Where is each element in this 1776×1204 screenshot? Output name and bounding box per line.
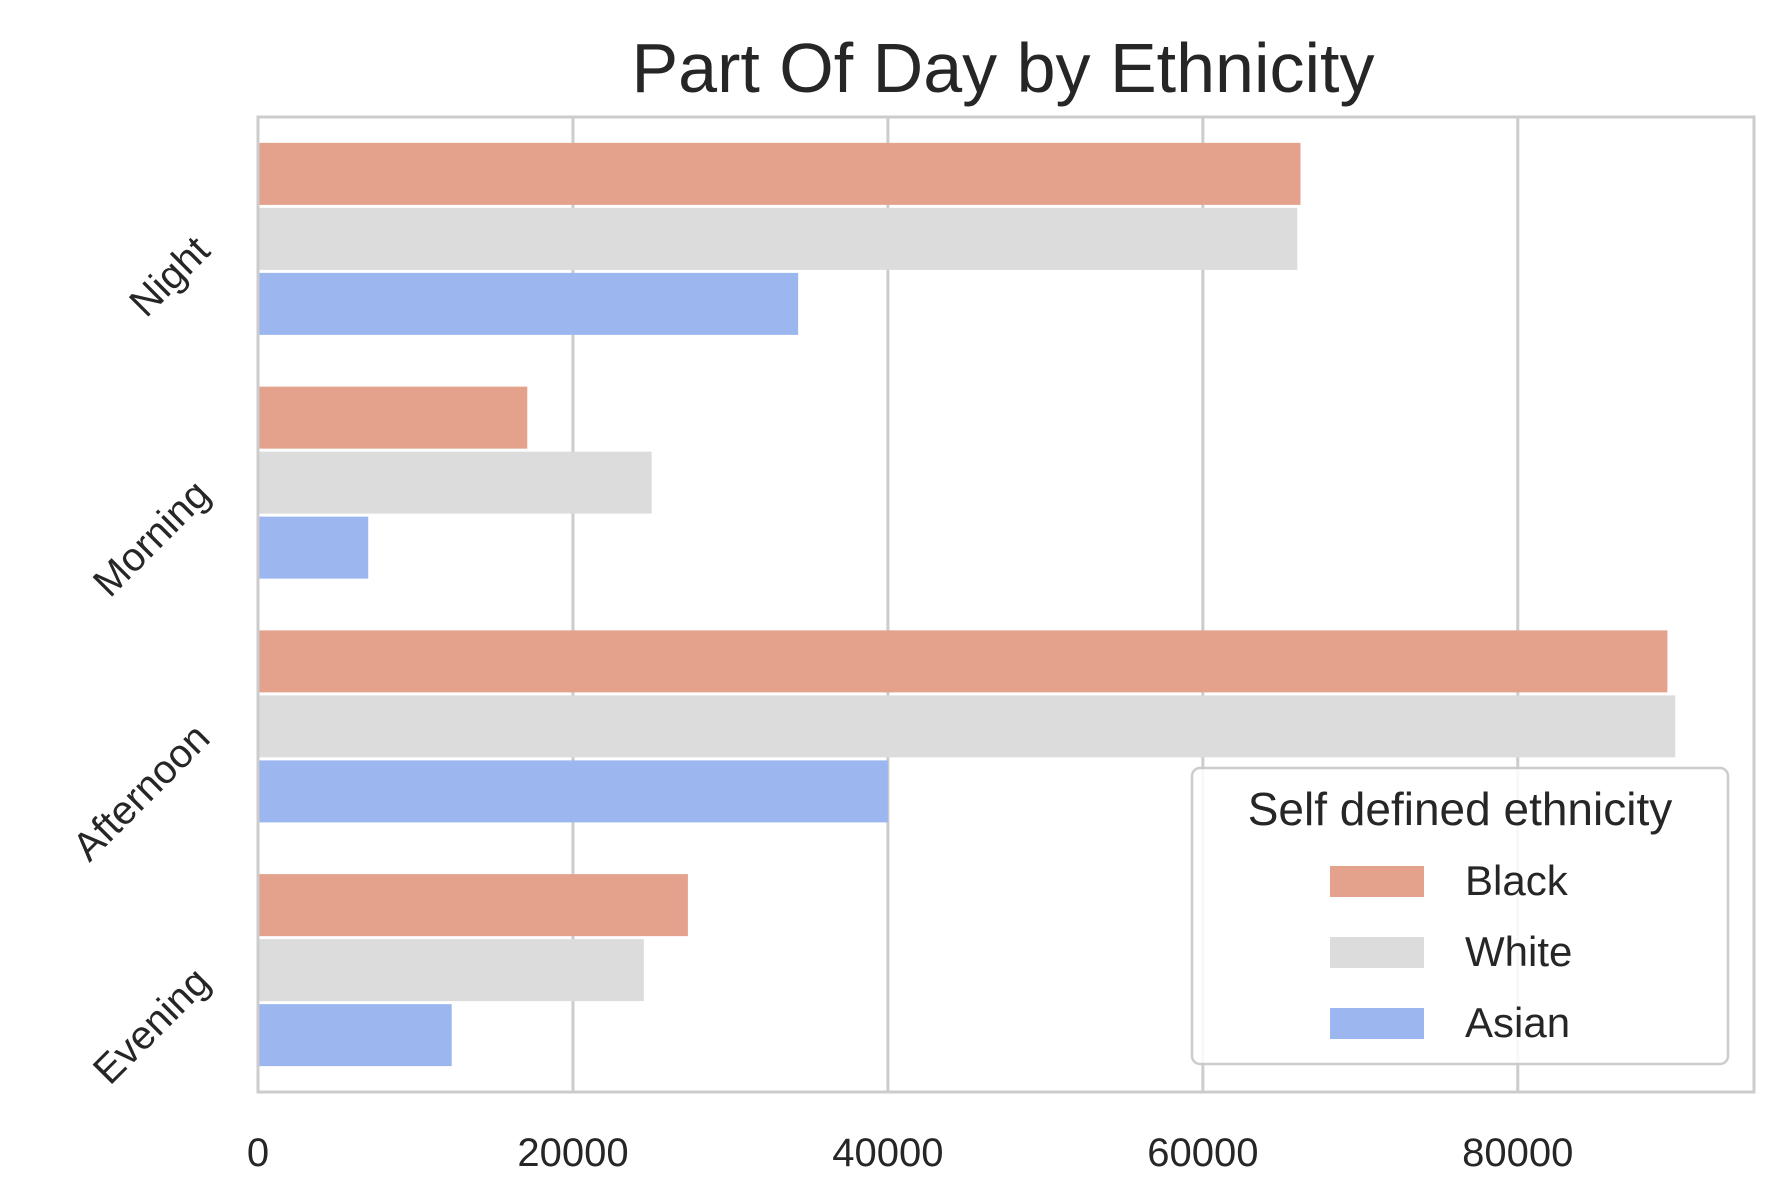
y-tick-label: Morning	[85, 472, 218, 605]
bar-evening-white	[258, 939, 644, 1002]
legend-title: Self defined ethnicity	[1248, 783, 1673, 835]
bar-night-asian	[258, 272, 799, 335]
legend-swatch-asian	[1330, 1008, 1424, 1039]
y-tick-label: Evening	[85, 959, 218, 1092]
x-tick-label: 40000	[832, 1131, 943, 1175]
legend-swatch-black	[1330, 866, 1424, 897]
bar-morning-white	[258, 451, 652, 514]
x-tick-label: 60000	[1147, 1131, 1258, 1175]
bar-night-white	[258, 207, 1298, 270]
x-tick-label: 0	[247, 1131, 269, 1175]
bar-morning-black	[258, 386, 528, 449]
legend: Self defined ethnicity Black White Asian	[1190, 766, 1730, 1066]
legend-box	[1190, 766, 1730, 1066]
legend-label-black: Black	[1465, 857, 1569, 904]
bar-afternoon-asian	[258, 760, 888, 823]
bar-evening-black	[258, 874, 688, 937]
legend-label-asian: Asian	[1465, 999, 1570, 1046]
y-tick-label: Night	[121, 228, 218, 325]
bars	[258, 142, 1676, 1067]
bar-evening-asian	[258, 1004, 452, 1067]
plot-frame	[256, 115, 1756, 1094]
x-tick-label: 20000	[517, 1131, 628, 1175]
x-tick-label: 80000	[1462, 1131, 1573, 1175]
x-axis-ticks: 0 20000 40000 60000 80000	[247, 1131, 1574, 1175]
bar-afternoon-black	[258, 630, 1668, 693]
y-tick-label: Afternoon	[65, 716, 219, 870]
y-axis-ticks: Night Morning Afternoon Evening	[65, 228, 219, 1093]
bar-afternoon-white	[258, 695, 1676, 758]
legend-label-white: White	[1465, 928, 1572, 975]
legend-swatch-white	[1330, 937, 1424, 968]
bar-night-black	[258, 142, 1301, 205]
chart-title: Part Of Day by Ethnicity	[631, 29, 1374, 107]
bar-morning-asian	[258, 516, 369, 579]
